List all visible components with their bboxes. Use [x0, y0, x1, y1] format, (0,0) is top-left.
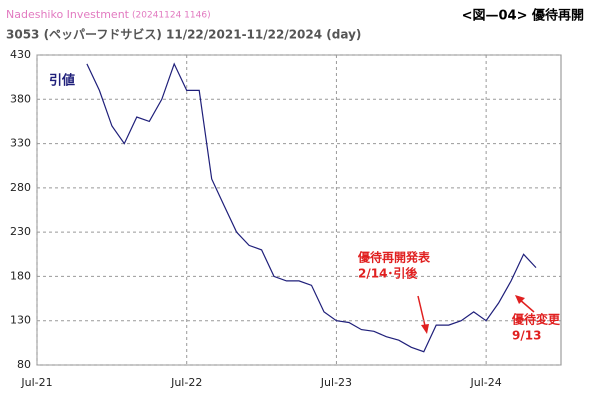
y-tick-label: 80	[17, 358, 31, 371]
arrow	[417, 295, 427, 331]
y-tick-label: 130	[10, 314, 31, 327]
figure-label: <図—04> 優待再開	[462, 8, 584, 24]
plot-border	[36, 54, 562, 366]
y-tick-label: 330	[10, 137, 31, 150]
legend-label: 引値	[49, 73, 75, 89]
y-tick-label: 430	[10, 48, 31, 61]
chart-title: 3053 (ペッパーフドサビス) 11/22/2021-11/22/2024 (…	[6, 27, 361, 42]
y-tick-label: 180	[10, 269, 31, 282]
y-tick-label: 230	[10, 225, 31, 238]
arrow-head	[421, 324, 429, 334]
x-tick-label: Jul-22	[170, 376, 202, 389]
arrow-head	[515, 295, 525, 304]
y-tick-label: 380	[10, 92, 31, 105]
y-tick-label: 280	[10, 181, 31, 194]
annotation: 9/13	[512, 329, 541, 343]
annotation: 2/14･引後	[358, 266, 418, 281]
x-tick-label: Jul-24	[470, 376, 502, 389]
price-line	[86, 62, 537, 353]
source: Nadeshiko Investment	[6, 8, 130, 21]
annotation: 優待変更	[511, 312, 561, 327]
x-tick-label: Jul-23	[320, 376, 352, 389]
annotation: 優待再開発表	[357, 250, 431, 265]
x-tick-label: Jul-21	[20, 376, 52, 389]
timestamp: (20241124 1146)	[132, 11, 211, 21]
